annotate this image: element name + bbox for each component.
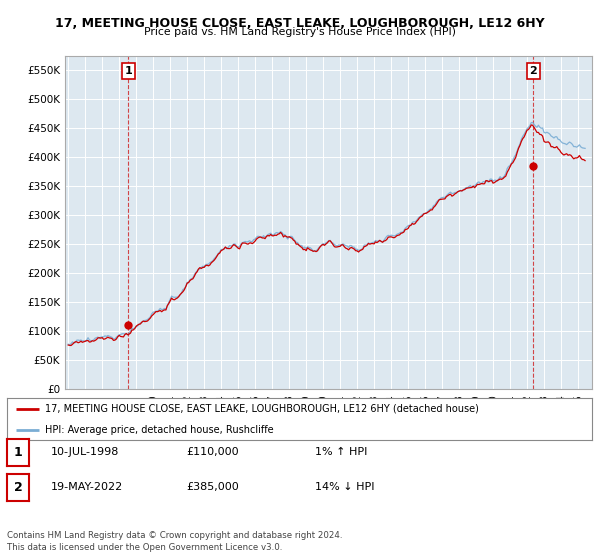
- Text: Contains HM Land Registry data © Crown copyright and database right 2024.
This d: Contains HM Land Registry data © Crown c…: [7, 531, 343, 552]
- Text: HPI: Average price, detached house, Rushcliffe: HPI: Average price, detached house, Rush…: [45, 424, 274, 435]
- Text: 1: 1: [124, 66, 132, 76]
- Text: £385,000: £385,000: [186, 482, 239, 492]
- Text: 1: 1: [14, 446, 22, 459]
- Text: 2: 2: [14, 480, 22, 494]
- Text: 2: 2: [530, 66, 538, 76]
- Text: 10-JUL-1998: 10-JUL-1998: [51, 447, 119, 458]
- Text: 17, MEETING HOUSE CLOSE, EAST LEAKE, LOUGHBOROUGH, LE12 6HY (detached house): 17, MEETING HOUSE CLOSE, EAST LEAKE, LOU…: [45, 404, 479, 413]
- Text: Price paid vs. HM Land Registry's House Price Index (HPI): Price paid vs. HM Land Registry's House …: [144, 27, 456, 37]
- Text: £110,000: £110,000: [186, 447, 239, 458]
- Text: 1% ↑ HPI: 1% ↑ HPI: [315, 447, 367, 458]
- Text: 17, MEETING HOUSE CLOSE, EAST LEAKE, LOUGHBOROUGH, LE12 6HY: 17, MEETING HOUSE CLOSE, EAST LEAKE, LOU…: [55, 17, 545, 30]
- Text: 14% ↓ HPI: 14% ↓ HPI: [315, 482, 374, 492]
- Text: 19-MAY-2022: 19-MAY-2022: [51, 482, 123, 492]
